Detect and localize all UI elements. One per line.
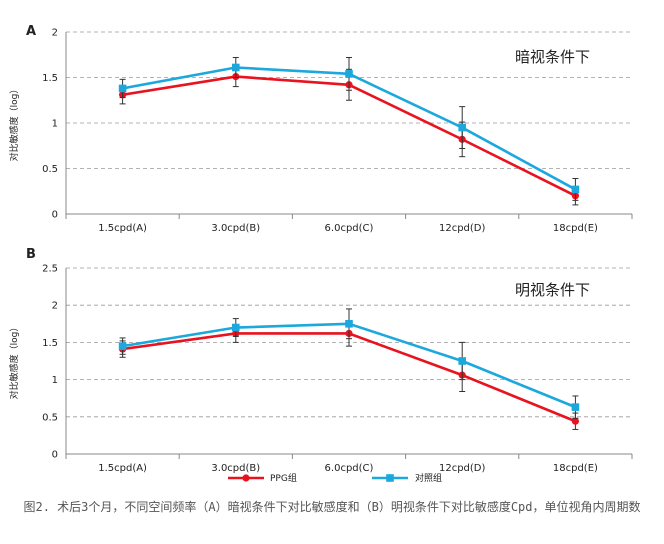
x-tick-label: 6.0cpd(C) bbox=[325, 463, 374, 474]
y-tick-label: 0 bbox=[52, 210, 58, 221]
y-tick-label: 2 bbox=[52, 28, 58, 39]
y-tick-label: 2 bbox=[52, 301, 58, 312]
data-point bbox=[571, 417, 580, 425]
data-point bbox=[345, 70, 353, 78]
panel-b: 0 0.5 1 1.5 2 2.5 1.5cpd(A) 3.0cpd(B) 6.0cpd(C) 1… bbox=[8, 247, 633, 474]
x-tick-label: 1.5cpd(A) bbox=[98, 223, 147, 234]
x-tick-label: 12cpd(D) bbox=[439, 463, 486, 474]
series-control bbox=[118, 308, 580, 419]
y-tick-label: 0.5 bbox=[42, 412, 58, 423]
x-tick-label: 6.0cpd(C) bbox=[325, 223, 374, 234]
x-tick-label: 18cpd(E) bbox=[553, 463, 598, 474]
y-axis-title: 对比敏感度（log） bbox=[8, 323, 20, 400]
x-tick-label: 18cpd(E) bbox=[553, 223, 598, 234]
y-tick-label: 1.5 bbox=[42, 338, 58, 349]
data-point bbox=[232, 323, 240, 332]
panel-letter: B bbox=[26, 247, 36, 262]
condition-label: 明视条件下 bbox=[515, 281, 590, 299]
x-tick-label: 3.0cpd(B) bbox=[211, 223, 260, 234]
legend: PPG组 对照组 bbox=[228, 472, 442, 484]
y-tick-label: 2.5 bbox=[42, 264, 58, 275]
y-tick-label: 1 bbox=[52, 375, 58, 386]
series-line bbox=[122, 332, 576, 423]
x-tick-label: 12cpd(D) bbox=[439, 223, 486, 234]
data-point bbox=[118, 342, 127, 350]
legend-marker-control bbox=[386, 474, 394, 482]
condition-label: 暗视条件下 bbox=[515, 48, 590, 66]
figure-caption: 图2. 术后3个月，不同空间频率（A）暗视条件下对比敏感度和（B）明视条件下对比… bbox=[23, 500, 641, 514]
y-tick-label: 0.5 bbox=[42, 164, 58, 175]
data-point bbox=[232, 63, 240, 72]
x-tick-label: 1.5cpd(A) bbox=[98, 463, 147, 474]
data-point bbox=[571, 403, 580, 411]
legend-marker-ppg bbox=[242, 474, 250, 482]
data-point bbox=[571, 185, 580, 194]
y-axis-title: 对比敏感度（log） bbox=[8, 85, 20, 162]
data-point bbox=[345, 320, 353, 328]
y-tick-label: 1 bbox=[52, 119, 58, 130]
y-tick-label: 1.5 bbox=[42, 73, 58, 84]
legend-label-ppg: PPG组 bbox=[270, 472, 297, 484]
panel-a: 0 0.5 1 1.5 2 1.5cpd(A) 3.0cpd(B) 6.0cpd(C) 12cp… bbox=[8, 24, 633, 234]
data-point bbox=[118, 84, 127, 93]
data-point bbox=[458, 123, 466, 132]
x-tick-label: 3.0cpd(B) bbox=[211, 463, 260, 474]
panel-letter: A bbox=[26, 24, 36, 39]
legend-label-control: 对照组 bbox=[415, 472, 442, 484]
y-tick-label: 0 bbox=[52, 450, 58, 461]
data-point bbox=[458, 357, 466, 365]
series-control bbox=[118, 56, 580, 201]
